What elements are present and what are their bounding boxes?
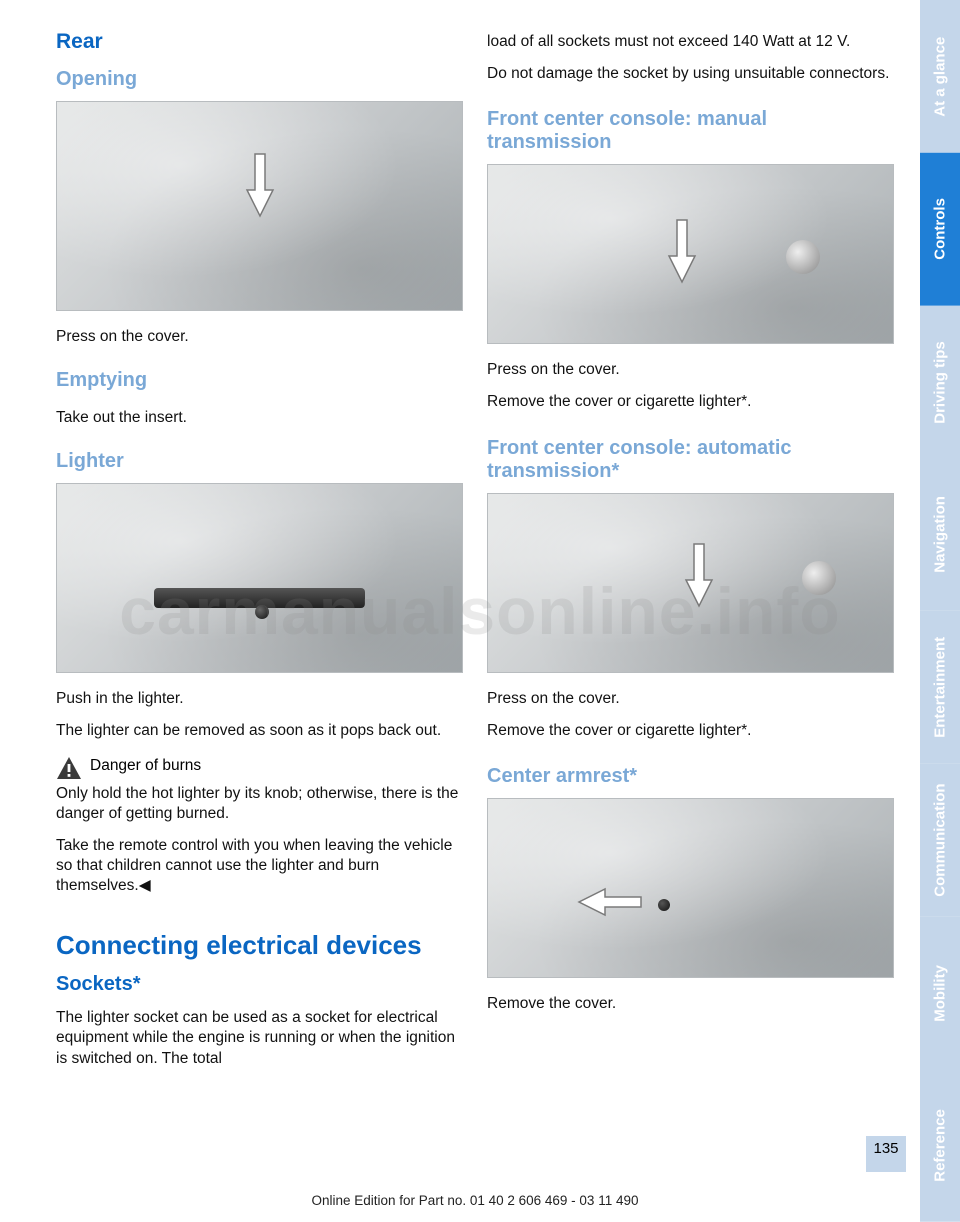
manual-page: Rear Opening Press on the cover. Emptyin…: [0, 0, 960, 1222]
lighter-p1: Push in the lighter.: [56, 689, 463, 709]
front-auto-illustration: [487, 493, 894, 673]
opening-illustration: [56, 101, 463, 311]
section-tab[interactable]: Communication: [920, 764, 960, 917]
warning-p1: Only hold the hot lighter by its knob; o…: [56, 784, 463, 824]
section-tab[interactable]: Navigation: [920, 458, 960, 611]
section-tab[interactable]: Driving tips: [920, 306, 960, 459]
warning-title: Danger of burns: [90, 756, 201, 776]
connecting-heading: Connecting electrical devices: [56, 930, 463, 961]
emptying-heading: Emptying: [56, 369, 463, 392]
rear-heading: Rear: [56, 30, 463, 54]
left-arrow-icon: [575, 885, 645, 919]
lighter-illustration: [56, 483, 463, 673]
emptying-text: Take out the insert.: [56, 408, 463, 428]
down-arrow-icon: [665, 216, 699, 286]
content-area: Rear Opening Press on the cover. Emptyin…: [0, 0, 920, 1222]
down-arrow-icon: [682, 540, 716, 610]
front-auto-heading: Front center console: automatic transmis…: [487, 437, 894, 483]
continuation-p2: Do not damage the socket by using unsuit…: [487, 64, 894, 84]
front-auto-c1: Press on the cover.: [487, 689, 894, 709]
front-manual-c2: Remove the cover or cigarette lighter*.: [487, 392, 894, 412]
continuation-p1: load of all sockets must not exceed 140 …: [487, 32, 894, 52]
front-manual-heading: Front center console: manual transmissio…: [487, 108, 894, 154]
armrest-illustration: [487, 798, 894, 978]
lighter-heading: Lighter: [56, 450, 463, 473]
armrest-heading: Center armrest*: [487, 765, 894, 788]
left-column: Rear Opening Press on the cover. Emptyin…: [56, 30, 463, 1185]
opening-heading: Opening: [56, 68, 463, 91]
section-tab[interactable]: Reference: [920, 1069, 960, 1222]
section-tab[interactable]: Controls: [920, 153, 960, 306]
section-tabs: At a glanceControlsDriving tipsNavigatio…: [920, 0, 960, 1222]
open-arrow-icon: [243, 150, 277, 220]
warning-triangle-icon: [56, 756, 82, 780]
section-tab[interactable]: At a glance: [920, 0, 960, 153]
opening-caption: Press on the cover.: [56, 327, 463, 347]
section-tab[interactable]: Mobility: [920, 917, 960, 1070]
warning-block: Danger of burns: [56, 756, 463, 780]
section-tab[interactable]: Entertainment: [920, 611, 960, 764]
warning-p2: Take the remote control with you when le…: [56, 836, 463, 896]
front-manual-illustration: [487, 164, 894, 344]
right-column: load of all sockets must not exceed 140 …: [487, 30, 894, 1185]
front-auto-c2: Remove the cover or cigarette lighter*.: [487, 721, 894, 741]
sockets-text: The lighter socket can be used as a sock…: [56, 1008, 463, 1068]
page-number: 135: [866, 1136, 906, 1172]
lighter-p2: The lighter can be removed as soon as it…: [56, 721, 463, 741]
two-column-layout: Rear Opening Press on the cover. Emptyin…: [56, 30, 894, 1185]
footer-line: Online Edition for Part no. 01 40 2 606 …: [56, 1185, 894, 1222]
front-manual-c1: Press on the cover.: [487, 360, 894, 380]
sockets-heading: Sockets*: [56, 973, 463, 996]
armrest-caption: Remove the cover.: [487, 994, 894, 1014]
